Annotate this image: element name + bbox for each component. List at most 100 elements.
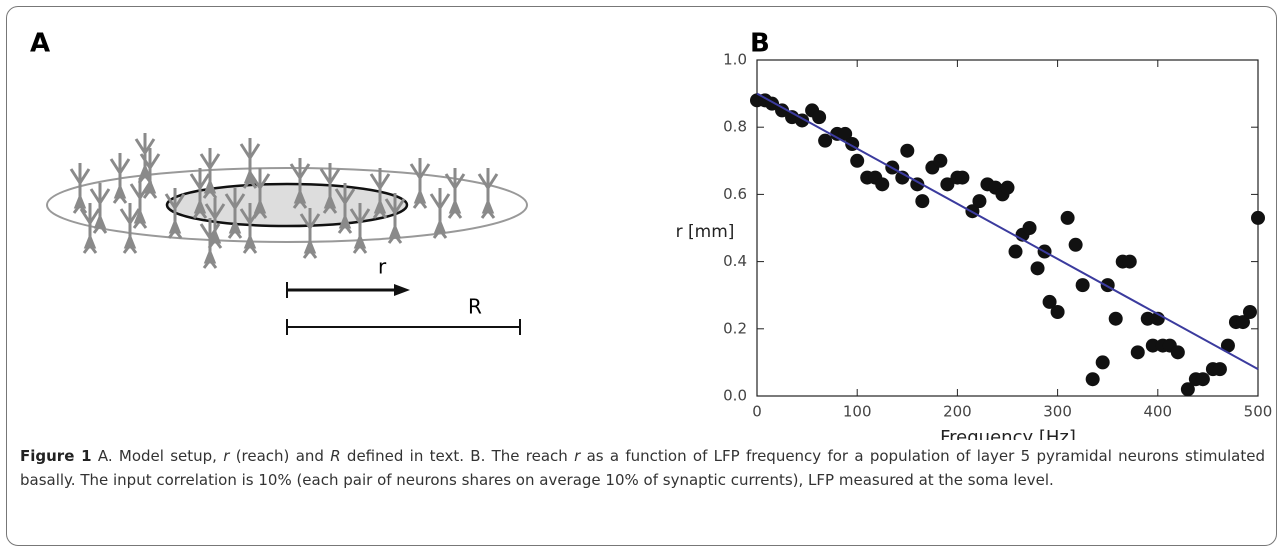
- neuron: [79, 203, 101, 254]
- neuron: [134, 133, 156, 184]
- neuron: [369, 168, 391, 219]
- data-point: [838, 126, 853, 141]
- data-point: [1140, 311, 1155, 326]
- panel-label: B: [750, 29, 770, 59]
- data-point: [1060, 210, 1075, 225]
- data-point: [1030, 261, 1045, 276]
- data-point: [812, 110, 827, 125]
- neuron: [429, 188, 451, 239]
- neuron-branch: [164, 188, 186, 239]
- neuron-branch: [129, 178, 151, 229]
- x-tick-label: 100: [843, 403, 872, 421]
- data-point: [1122, 254, 1137, 269]
- data-point: [1235, 315, 1250, 330]
- neuron-soma: [203, 247, 217, 264]
- data-point: [955, 170, 970, 185]
- y-tick-label: 1.0: [723, 51, 747, 69]
- data-point: [775, 103, 790, 118]
- data-point: [875, 177, 890, 192]
- neuron-soma: [243, 232, 257, 249]
- data-point: [900, 143, 915, 158]
- neuron: [224, 188, 246, 239]
- neuron-soma: [373, 197, 387, 214]
- neuron-branch: [334, 183, 356, 234]
- caption-text: A. Model setup,: [91, 447, 224, 465]
- neuron-branch: [119, 203, 141, 254]
- x-tick-label: 500: [1244, 403, 1273, 421]
- neuron-branch: [79, 203, 101, 254]
- y-axis-label: r [mm]: [676, 222, 735, 242]
- data-point: [895, 170, 910, 185]
- neuron-soma: [303, 237, 317, 254]
- neuron: [69, 163, 91, 214]
- data-point: [818, 133, 833, 148]
- neuron-soma: [193, 197, 207, 214]
- neuron: [199, 218, 221, 269]
- neuron: [139, 148, 161, 199]
- y-tick-label: 0.2: [723, 319, 747, 337]
- neuron: [299, 208, 321, 259]
- neuron-soma: [293, 187, 307, 204]
- y-tick-label: 0.0: [723, 387, 747, 405]
- neuron-soma: [323, 192, 337, 209]
- caption-text: as a function of LFP frequency for a pop…: [20, 447, 1265, 489]
- neuron-soma: [143, 177, 157, 194]
- neuron: [189, 168, 211, 219]
- neuron-soma: [388, 222, 402, 239]
- data-point: [1145, 338, 1160, 353]
- x-axis-label: Frequency [Hz]: [940, 427, 1076, 440]
- neuron-branch: [369, 168, 391, 219]
- data-point: [1195, 372, 1210, 387]
- neuron-branch: [299, 208, 321, 259]
- data-point: [1000, 180, 1015, 195]
- neuron: [89, 183, 111, 234]
- neuron-soma: [448, 197, 462, 214]
- neuron-branch: [409, 158, 431, 209]
- neuron: [319, 163, 341, 214]
- data-point: [1220, 338, 1235, 353]
- y-tick-label: 0.4: [723, 252, 747, 270]
- data-point: [1042, 294, 1057, 309]
- data-point: [1242, 305, 1257, 319]
- data-point: [1008, 244, 1023, 259]
- neuron-branch: [477, 168, 499, 219]
- outer-disk: [46, 167, 528, 243]
- neuron-soma: [138, 162, 152, 179]
- neuron: [199, 148, 221, 199]
- neuron-soma: [123, 232, 137, 249]
- figure-frame: [6, 6, 1277, 546]
- neuron-soma: [93, 212, 107, 229]
- data-point: [940, 177, 955, 192]
- panel-label: A: [30, 29, 50, 59]
- data-point: [1085, 372, 1100, 387]
- x-tick-label: 300: [1043, 403, 1072, 421]
- neuron-soma: [168, 217, 182, 234]
- data-point: [1180, 382, 1195, 397]
- neuron-soma: [338, 212, 352, 229]
- neuron-branch: [134, 133, 156, 184]
- neuron-branch: [349, 203, 371, 254]
- reach-label: r: [378, 255, 387, 279]
- y-tick-label: 0.6: [723, 185, 747, 203]
- neuron-branch: [189, 168, 211, 219]
- data-point: [1050, 305, 1065, 319]
- neuron: [384, 193, 406, 244]
- data-point: [1095, 355, 1110, 370]
- neuron: [119, 203, 141, 254]
- caption-text: r: [574, 447, 581, 465]
- figure: A B r R r [mm] Frequency [Hz] 0.0 0.2 0.4 0…: [30, 29, 1273, 441]
- reach-arrowhead: [394, 284, 410, 296]
- neuron-branch: [289, 158, 311, 209]
- neuron-branch: [199, 148, 221, 199]
- neuron-branch: [224, 188, 246, 239]
- neuron-soma: [203, 177, 217, 194]
- neuron: [334, 183, 356, 234]
- neuron-soma: [413, 187, 427, 204]
- neuron-soma: [228, 217, 242, 234]
- neuron: [289, 158, 311, 209]
- data-point: [1022, 221, 1037, 235]
- neuron: [164, 188, 186, 239]
- caption-label: Figure 1: [20, 447, 92, 465]
- neuron: [349, 203, 371, 254]
